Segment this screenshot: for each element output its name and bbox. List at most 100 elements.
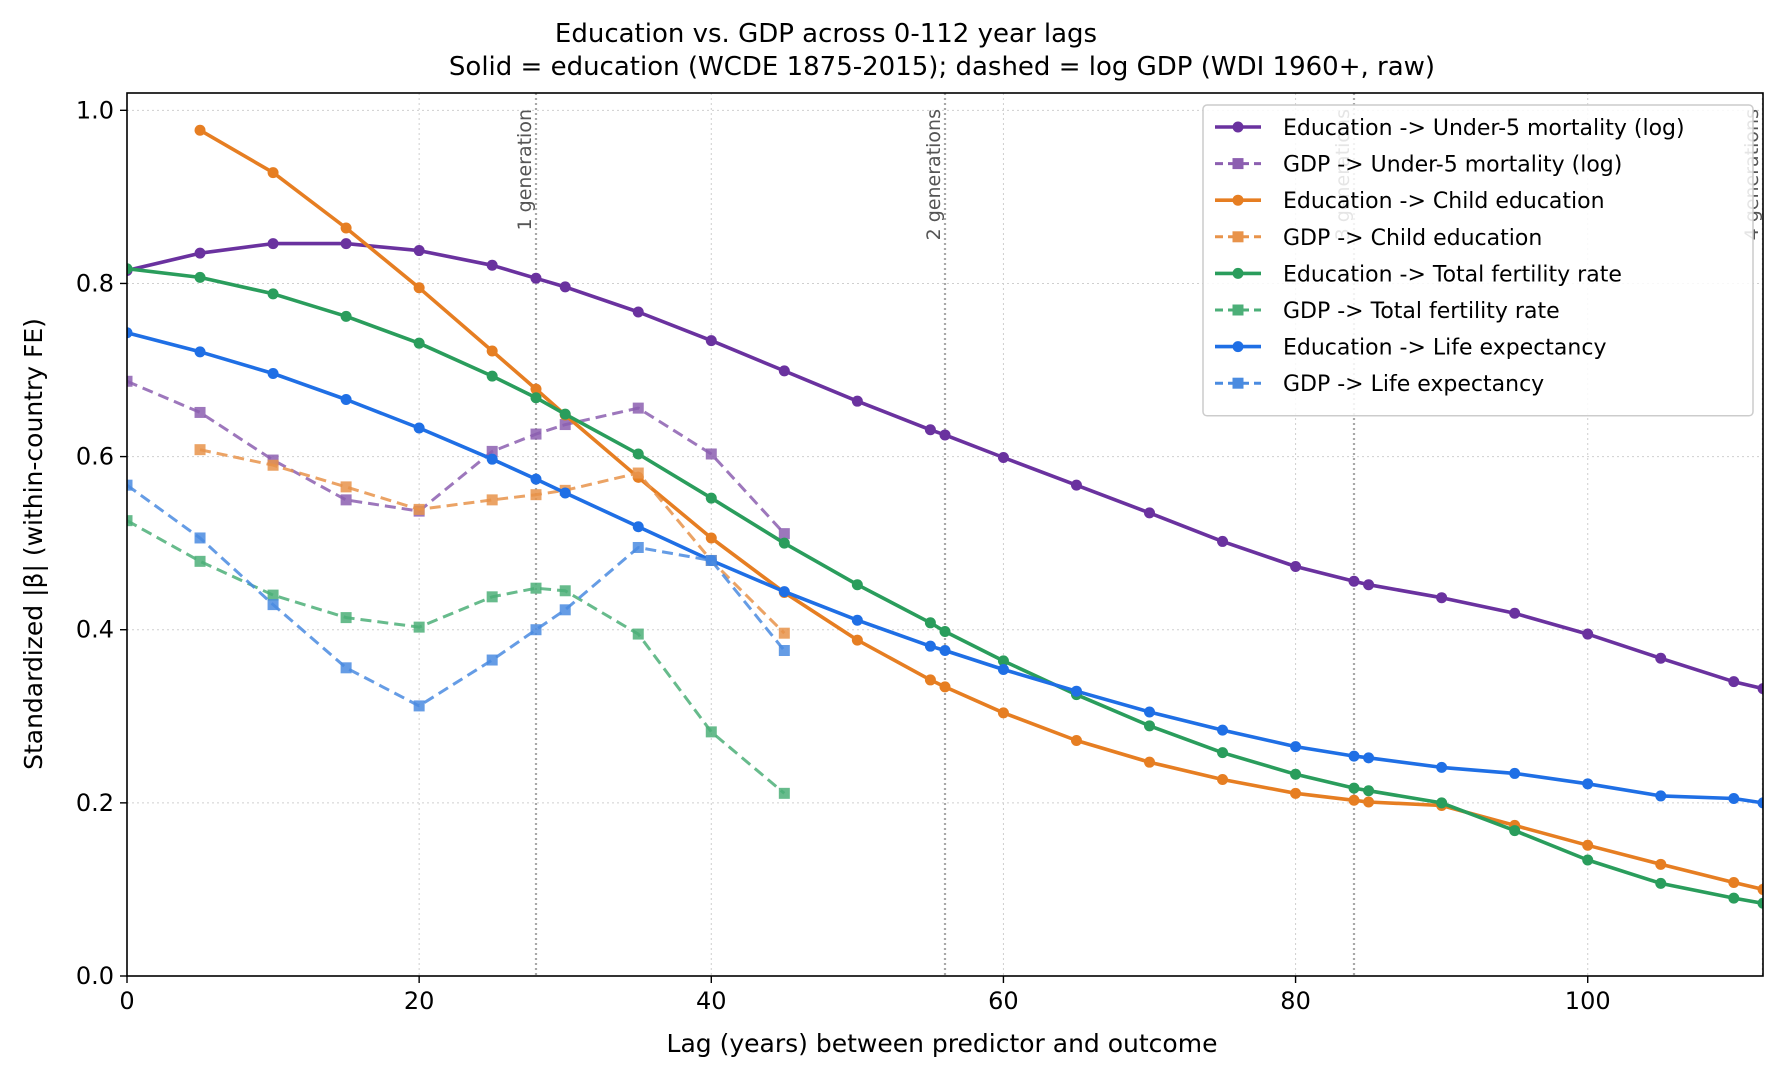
data-point — [1144, 720, 1155, 732]
data-point — [1757, 683, 1763, 695]
data-point — [1728, 676, 1740, 688]
data-point — [632, 541, 644, 553]
y-tick-label: 1.0 — [76, 96, 114, 124]
series-line — [127, 483, 786, 708]
series-group — [127, 327, 1763, 809]
data-point — [1509, 825, 1521, 837]
data-point — [486, 453, 498, 465]
data-point — [413, 621, 425, 633]
data-point — [1217, 724, 1229, 736]
data-point — [194, 406, 206, 418]
data-point — [1363, 785, 1375, 797]
legend-label: GDP -> Total fertility rate — [1283, 299, 1560, 324]
data-point — [530, 392, 542, 404]
data-point — [1363, 796, 1375, 808]
data-point — [530, 272, 542, 284]
legend-box — [1202, 104, 1754, 417]
data-point — [267, 367, 279, 379]
data-point — [559, 604, 571, 616]
data-point — [413, 337, 425, 349]
data-point — [1217, 747, 1229, 759]
data-point — [267, 459, 279, 471]
x-tick-label: 80 — [1280, 987, 1311, 1015]
data-point — [851, 614, 863, 626]
y-tick-label: 0.6 — [76, 443, 114, 471]
series-line — [127, 379, 786, 535]
data-point — [632, 467, 644, 479]
data-point — [194, 124, 206, 136]
data-point — [851, 395, 863, 407]
data-point — [194, 444, 206, 456]
data-point — [1348, 575, 1360, 587]
data-point — [1070, 479, 1082, 491]
series-line — [199, 448, 786, 635]
data-point — [1217, 535, 1229, 547]
data-point — [1436, 592, 1448, 604]
data-point — [340, 494, 352, 506]
data-point — [997, 451, 1009, 463]
series-group — [127, 238, 1763, 695]
data-point — [267, 167, 279, 179]
data-point — [1582, 778, 1594, 790]
legend-label: GDP -> Under-5 mortality (log) — [1283, 153, 1622, 178]
data-point — [486, 370, 498, 382]
data-point — [778, 528, 790, 540]
data-point — [1655, 790, 1667, 802]
y-tick-label: 0.0 — [76, 962, 114, 990]
data-point — [194, 532, 206, 544]
chart-title: Education vs. GDP across 0-112 year lags — [555, 19, 1097, 49]
data-point — [997, 707, 1009, 719]
data-point — [530, 473, 542, 485]
legend-label: Education -> Under-5 mortality (log) — [1283, 116, 1685, 141]
legend-label: Education -> Child education — [1283, 189, 1605, 214]
data-point — [1655, 877, 1667, 889]
data-point — [1290, 787, 1302, 799]
x-tick-label: 60 — [988, 987, 1019, 1015]
series-group — [127, 479, 790, 712]
data-point — [632, 448, 644, 460]
data-point — [632, 628, 644, 640]
data-point — [413, 700, 425, 712]
data-point — [1509, 767, 1521, 779]
data-point — [1757, 883, 1763, 895]
data-point — [127, 479, 133, 491]
data-point — [939, 625, 951, 637]
legend-label: Education -> Total fertility rate — [1283, 262, 1622, 287]
data-point — [530, 582, 542, 594]
data-point — [1144, 756, 1155, 768]
data-point — [1582, 854, 1594, 866]
data-point — [1757, 797, 1763, 809]
series-line — [199, 128, 1763, 892]
data-point — [486, 445, 498, 457]
data-point — [1582, 839, 1594, 851]
data-point — [705, 554, 717, 566]
data-point — [924, 617, 936, 629]
data-point — [559, 408, 571, 420]
legend-label: GDP -> Child education — [1283, 226, 1542, 251]
data-point — [1436, 797, 1448, 809]
data-point — [705, 335, 717, 347]
data-point — [127, 375, 133, 387]
data-point — [924, 640, 936, 652]
data-point — [127, 327, 133, 339]
data-point — [486, 345, 498, 357]
data-point — [1728, 892, 1740, 904]
data-point — [1144, 507, 1155, 519]
data-point — [340, 310, 352, 322]
data-point — [413, 422, 425, 434]
data-point — [1348, 782, 1360, 794]
legend-marker — [1232, 158, 1244, 170]
data-point — [1582, 628, 1594, 640]
data-point — [127, 515, 133, 527]
x-tick-label: 40 — [696, 987, 727, 1015]
y-axis-ticks: 0.0 0.2 0.4 0.6 0.8 1.0 — [76, 96, 127, 990]
x-tick-label: 0 — [119, 987, 134, 1015]
data-point — [340, 481, 352, 493]
data-point — [1728, 793, 1740, 805]
data-point — [705, 726, 717, 738]
data-point — [530, 624, 542, 636]
data-point — [939, 645, 951, 657]
data-point — [194, 271, 206, 283]
data-point — [559, 487, 571, 499]
